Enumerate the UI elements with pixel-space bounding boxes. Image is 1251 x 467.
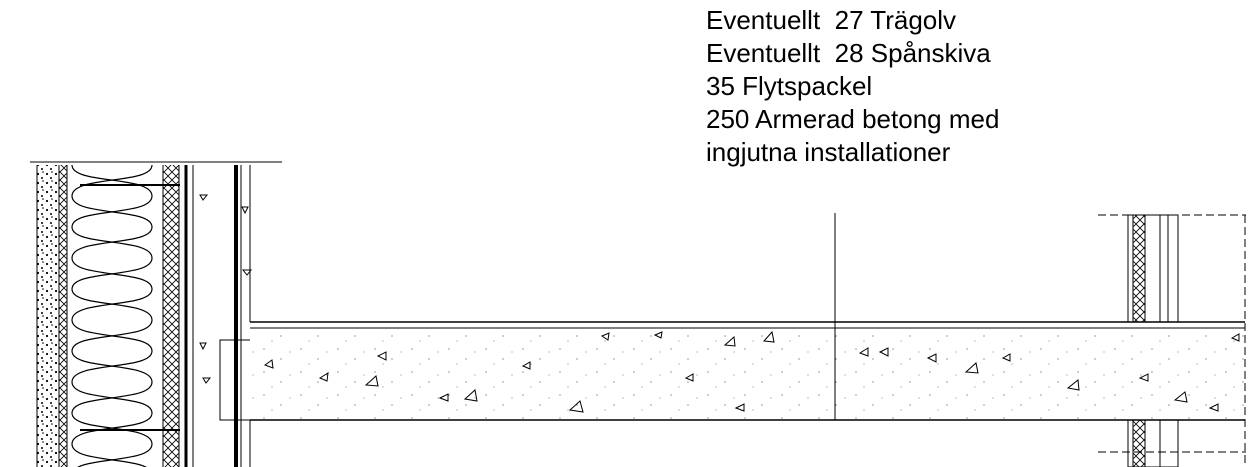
annotation-line: Eventuellt 28 Spånskiva [706,38,991,68]
layer-annotation: Eventuellt 27 Trägolv Eventuellt 28 Spån… [706,5,999,167]
annotation-line: 250 Armerad betong med [706,104,999,134]
board-layer [59,165,67,467]
section-drawing: Eventuellt 27 Trägolv Eventuellt 28 Spån… [0,0,1251,467]
render-layer [37,165,59,467]
annotation-line: 35 Flytspackel [706,71,872,101]
exterior-wall [30,162,282,467]
annotation-line: Eventuellt 27 Trägolv [706,5,956,35]
floor-slab [250,322,1245,420]
board-layer-inner [163,165,179,467]
annotation-line: ingjutna installationer [706,137,951,167]
insulation [67,165,163,467]
